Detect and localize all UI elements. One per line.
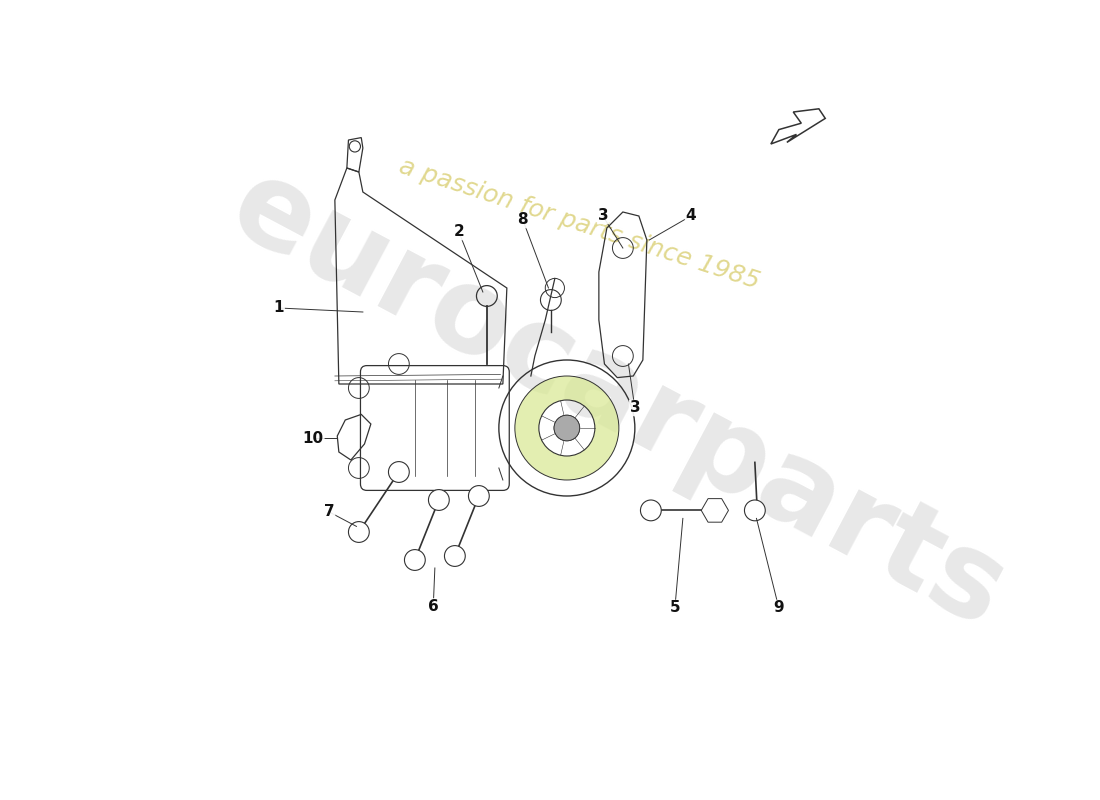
Text: a passion for parts since 1985: a passion for parts since 1985 [396, 154, 762, 294]
Circle shape [349, 522, 370, 542]
Circle shape [640, 500, 661, 521]
Text: 1: 1 [274, 301, 284, 315]
Circle shape [469, 486, 490, 506]
Text: 4: 4 [685, 209, 696, 223]
Polygon shape [771, 109, 825, 144]
Circle shape [388, 462, 409, 482]
Circle shape [429, 490, 449, 510]
Text: 9: 9 [773, 601, 784, 615]
Circle shape [745, 500, 766, 521]
Text: 10: 10 [302, 431, 323, 446]
Text: 5: 5 [670, 601, 680, 615]
Text: 2: 2 [453, 225, 464, 239]
Text: eurocarparts: eurocarparts [212, 147, 1025, 653]
Circle shape [554, 415, 580, 441]
Text: 7: 7 [323, 505, 334, 519]
Circle shape [405, 550, 426, 570]
Text: 8: 8 [517, 213, 528, 227]
Text: 3: 3 [629, 401, 640, 415]
Polygon shape [702, 498, 728, 522]
Text: 3: 3 [597, 209, 608, 223]
Circle shape [444, 546, 465, 566]
Text: 6: 6 [428, 599, 439, 614]
